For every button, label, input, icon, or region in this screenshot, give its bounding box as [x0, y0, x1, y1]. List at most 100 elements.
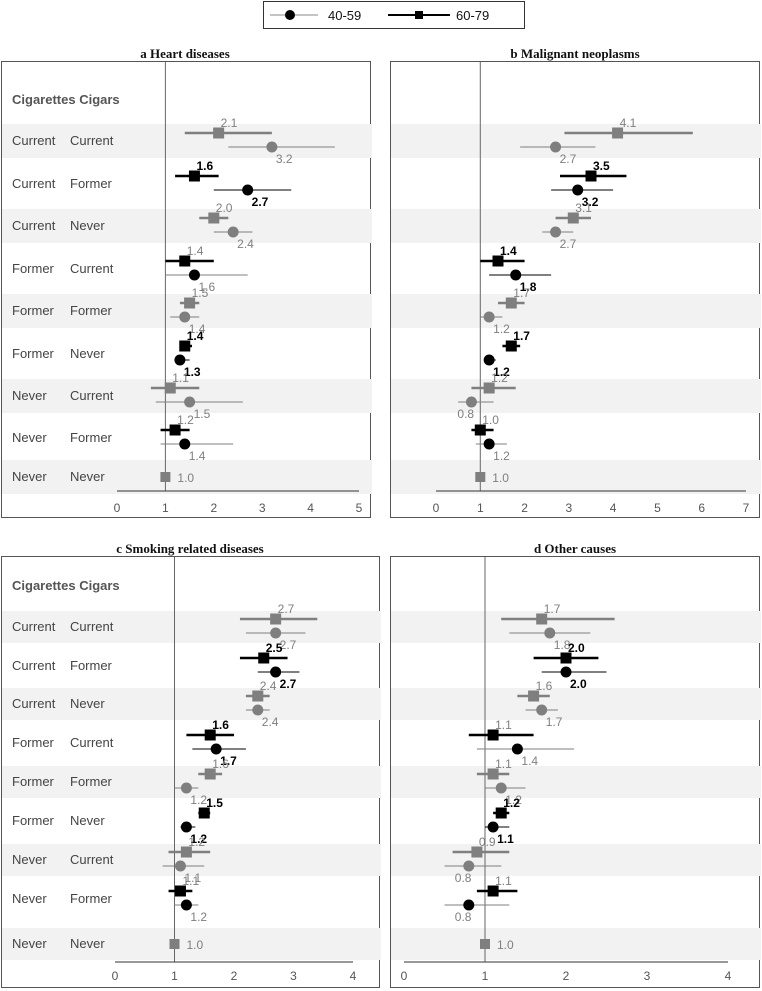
x-tick-label: 0: [433, 501, 440, 515]
point-40-59: [550, 141, 562, 153]
point-60-79: [270, 613, 282, 625]
point-40-59: [174, 354, 186, 366]
row-band: [391, 688, 761, 720]
row-band: [2, 766, 381, 798]
point-40-59: [483, 311, 495, 323]
value-label-40-59: 0.8: [455, 871, 472, 885]
row-label-cigarettes: Former: [12, 261, 55, 276]
point-60-79: [213, 127, 225, 139]
row-label-cigarettes: Current: [12, 176, 56, 191]
value-label-60-79: 1.4: [187, 244, 204, 258]
point-60-79: [612, 127, 624, 139]
row-band: [2, 688, 381, 720]
point-60-79: [487, 729, 499, 741]
row-label-cigars: Never: [70, 696, 105, 711]
point-60-79: [180, 846, 192, 858]
point-40-59: [510, 269, 522, 281]
row-label-cigars: Former: [70, 891, 113, 906]
row-label-cigars: Current: [70, 261, 114, 276]
panel-a-plot: 0 1 2 3 4 5 Current Current 2.1 3.2 Current Former 1…: [2, 62, 372, 515]
panel-d-other-causes: 0 1 2 3 4 1.7 1.8 2.0 2.0 1.6 1.7 1.1 1.4 1.1 1.2 1.2 1.…: [390, 556, 761, 988]
value-label-40-59: 1.7: [220, 754, 237, 768]
value-label-60-79: 1.1: [495, 757, 512, 771]
row-band: [2, 124, 372, 158]
point-60-79: [208, 212, 220, 224]
point-40-59: [560, 666, 572, 678]
row-label-cigarettes: Never: [12, 852, 47, 867]
point-40-59: [180, 899, 192, 911]
point-40-59: [179, 438, 191, 450]
value-label-60-79: 1.0: [187, 938, 204, 952]
x-tick-label: 1: [162, 501, 169, 515]
panel-d-title: d Other causes: [390, 541, 760, 557]
panel-c-title: c Smoking related diseases: [0, 541, 380, 557]
point-40-59: [544, 627, 556, 639]
point-40-59: [270, 666, 282, 678]
row-label-cigarettes: Former: [12, 346, 55, 361]
value-label-40-59: 1.2: [190, 910, 207, 924]
x-tick-label: 2: [210, 501, 217, 515]
value-label-40-59: 1.7: [546, 715, 563, 729]
legend-markers: [270, 10, 450, 20]
value-label-40-59: 3.2: [276, 152, 293, 166]
point-60-79: [198, 807, 210, 819]
point-60-79: [495, 807, 507, 819]
row-label-cigars: Current: [70, 619, 114, 634]
value-label-40-59: 2.7: [252, 195, 269, 209]
panel-d-letter: d: [533, 541, 542, 556]
point-60-79: [480, 939, 490, 949]
point-40-59: [536, 704, 548, 716]
point-40-59: [210, 743, 222, 755]
value-label-60-79: 2.0: [216, 201, 233, 215]
point-40-59: [483, 438, 495, 450]
panel-b-title: b Malignant neoplasms: [390, 46, 760, 62]
x-tick-label: 4: [610, 501, 617, 515]
row-label-cigars: Former: [70, 176, 113, 191]
x-tick-label: 0: [401, 969, 408, 983]
x-tick-label: 4: [350, 969, 357, 983]
panel-d-marks: 0 1 2 3 41.71.82.02.01.61.71.11.41.11.21.21.…: [391, 557, 761, 983]
x-tick-label: 5: [356, 501, 363, 515]
panel-d-plot: 0 1 2 3 41.71.82.02.01.61.71.11.41.11.21.21.…: [391, 557, 761, 983]
row-label-cigarettes: Current: [12, 658, 56, 673]
value-label-60-79: 1.0: [177, 471, 194, 485]
value-label-60-79: 1.6: [536, 679, 553, 693]
row-label-cigars: Never: [70, 813, 105, 828]
value-label-60-79: 3.5: [593, 159, 610, 173]
row-label-cigars: Never: [70, 936, 105, 951]
value-label-40-59: 1.1: [184, 871, 201, 885]
value-label-60-79: 1.2: [491, 371, 508, 385]
value-label-60-79: 1.2: [188, 835, 205, 849]
row-label-cigars: Former: [70, 774, 113, 789]
value-label-60-79: 1.1: [172, 371, 189, 385]
point-60-79: [567, 212, 579, 224]
panel-b-letter: b: [510, 46, 518, 61]
point-60-79: [184, 297, 196, 309]
row-label-cigars: Former: [70, 658, 113, 673]
row-band: [391, 379, 761, 413]
row-label-cigarettes: Former: [12, 735, 55, 750]
value-label-40-59: 1.2: [190, 832, 207, 846]
value-label-40-59: 1.2: [493, 365, 510, 379]
value-label-60-79: 1.5: [206, 796, 223, 810]
panel-c-smoking-related-diseases: 0 1 2 3 4 Current Current 2.7 2.7 Current Former 2.…: [1, 556, 381, 988]
row-label-cigars: Former: [70, 430, 113, 445]
point-60-79: [487, 885, 499, 897]
point-40-59: [266, 141, 278, 153]
point-40-59: [463, 860, 475, 872]
row-band: [2, 460, 372, 494]
value-label-40-59: 2.7: [280, 638, 297, 652]
x-tick-label: 2: [563, 969, 570, 983]
point-60-79: [179, 255, 191, 267]
panel-c-title-text: Smoking related diseases: [125, 541, 264, 556]
x-tick-label: 7: [743, 501, 750, 515]
row-label-cigarettes: Former: [12, 813, 55, 828]
x-tick-label: 6: [698, 501, 705, 515]
point-40-59: [252, 704, 264, 716]
row-label-cigars: Never: [70, 346, 105, 361]
panel-a-heart-diseases: 0 1 2 3 4 5 Current Current 2.1 3.2 Current Former 1…: [1, 61, 372, 518]
row-label-cigars: Never: [70, 469, 105, 484]
row-band: [391, 460, 761, 494]
panel-c-marks: 0 1 2 3 4 Current Current 2.7 2.7 Current Former 2.…: [2, 557, 381, 983]
panel-c-letter: c: [116, 541, 123, 556]
